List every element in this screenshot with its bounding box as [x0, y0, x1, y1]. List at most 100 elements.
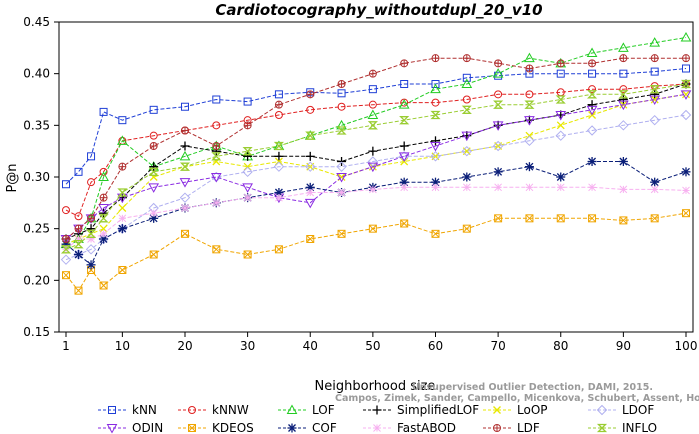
point-odin [336, 173, 347, 183]
point-fastabod [556, 183, 565, 192]
point-odin [555, 111, 567, 121]
point-knn [431, 80, 440, 88]
point-knn [682, 64, 690, 73]
point-kdeos [682, 209, 690, 218]
point-cof [462, 172, 472, 182]
point-inflo [273, 141, 284, 151]
point-fastabod [99, 229, 108, 238]
point-odin [492, 121, 504, 131]
point-kdeos [369, 224, 377, 233]
point-simplifiedlof [274, 151, 284, 161]
point-knnw [212, 121, 221, 130]
point-cof [650, 177, 660, 187]
point-kdeos [149, 250, 158, 259]
point-cof [587, 157, 597, 166]
point-ldof [85, 244, 97, 255]
point-inflo [680, 79, 692, 89]
point-knnw [306, 105, 315, 114]
x-tick-label: 20 [177, 339, 192, 353]
point-knn [588, 69, 597, 78]
point-inflo [586, 90, 598, 99]
point-odin [398, 152, 410, 162]
x-tick-label: 50 [365, 339, 380, 353]
point-lof [586, 47, 598, 57]
legend-swatch-marker [188, 424, 196, 432]
watermark-line-2: Campos, Zimek, Sander, Campello, Micenko… [335, 393, 699, 404]
point-kdeos [118, 266, 127, 274]
point-kdeos [494, 214, 502, 223]
point-lof [179, 150, 191, 161]
point-inflo [60, 245, 72, 254]
point-odin [680, 90, 692, 100]
point-fastabod [682, 186, 690, 195]
point-ldof [430, 151, 441, 162]
point-knnw [87, 178, 96, 187]
point-knnw [462, 95, 471, 104]
legend-item-kdeos: KDEOS [178, 421, 254, 434]
point-inflo [461, 105, 472, 114]
point-fastabod [556, 183, 565, 192]
legend-item-odin: ODIN [98, 421, 163, 434]
point-odin [242, 183, 253, 193]
point-ldf [62, 235, 70, 243]
point-kdeos [99, 281, 108, 290]
point-fastabod [682, 186, 690, 195]
point-kdeos [337, 229, 346, 238]
point-kdeos [275, 245, 283, 254]
point-inflo [367, 121, 378, 130]
series-line-inflo [65, 83, 687, 250]
point-ldf [118, 162, 127, 171]
point-inflo [60, 245, 72, 254]
point-knn [368, 85, 377, 94]
y-tick-label: 0.25 [23, 222, 50, 236]
point-ldf [650, 54, 659, 63]
x-tick-label: 60 [428, 339, 443, 353]
point-fastabod [494, 183, 502, 192]
point-kdeos [74, 286, 83, 295]
point-cof [650, 178, 659, 187]
point-knn [400, 80, 409, 88]
point-ldof [179, 192, 191, 203]
point-inflo [148, 167, 159, 176]
point-cof [117, 224, 127, 234]
point-ldf [588, 59, 597, 68]
point-kdeos [588, 214, 597, 223]
point-odin [586, 105, 598, 116]
point-kdeos [368, 224, 377, 233]
point-kdeos [431, 229, 440, 238]
point-kdeos [306, 235, 315, 243]
point-knn [337, 89, 346, 98]
watermark-line-1: Unsupervised Outlier Detection, DAMI, 20… [412, 382, 653, 393]
point-lof [586, 47, 598, 57]
point-knnw [494, 90, 503, 99]
point-cof [118, 224, 127, 233]
point-kdeos [462, 224, 471, 233]
legend-label: LOF [312, 403, 335, 417]
point-knnw [619, 85, 628, 94]
point-cof [493, 167, 503, 177]
point-kdeos [556, 214, 565, 223]
legend-swatch-marker [188, 406, 196, 414]
chart-title: Cardiotocography_withoutdupl_20_v10 [215, 1, 542, 19]
point-odin [649, 95, 661, 106]
legend-swatch-marker [372, 405, 382, 415]
point-lof [367, 109, 379, 119]
point-inflo [430, 110, 441, 120]
point-knnw [62, 206, 70, 215]
point-knnw [337, 102, 346, 111]
point-odin [179, 178, 191, 188]
point-knn [274, 90, 283, 99]
point-loop [650, 95, 659, 104]
x-tick-label: 10 [115, 339, 130, 353]
point-knnw [87, 178, 96, 187]
point-kdeos [462, 224, 471, 233]
point-kdeos [400, 219, 409, 228]
point-kdeos [337, 229, 346, 238]
point-ldof [649, 114, 660, 126]
point-odin [492, 121, 504, 131]
point-ldof [492, 140, 504, 152]
series-line-odin [65, 93, 687, 240]
point-inflo [211, 152, 222, 161]
legend-item-lof: LOF [278, 403, 335, 417]
